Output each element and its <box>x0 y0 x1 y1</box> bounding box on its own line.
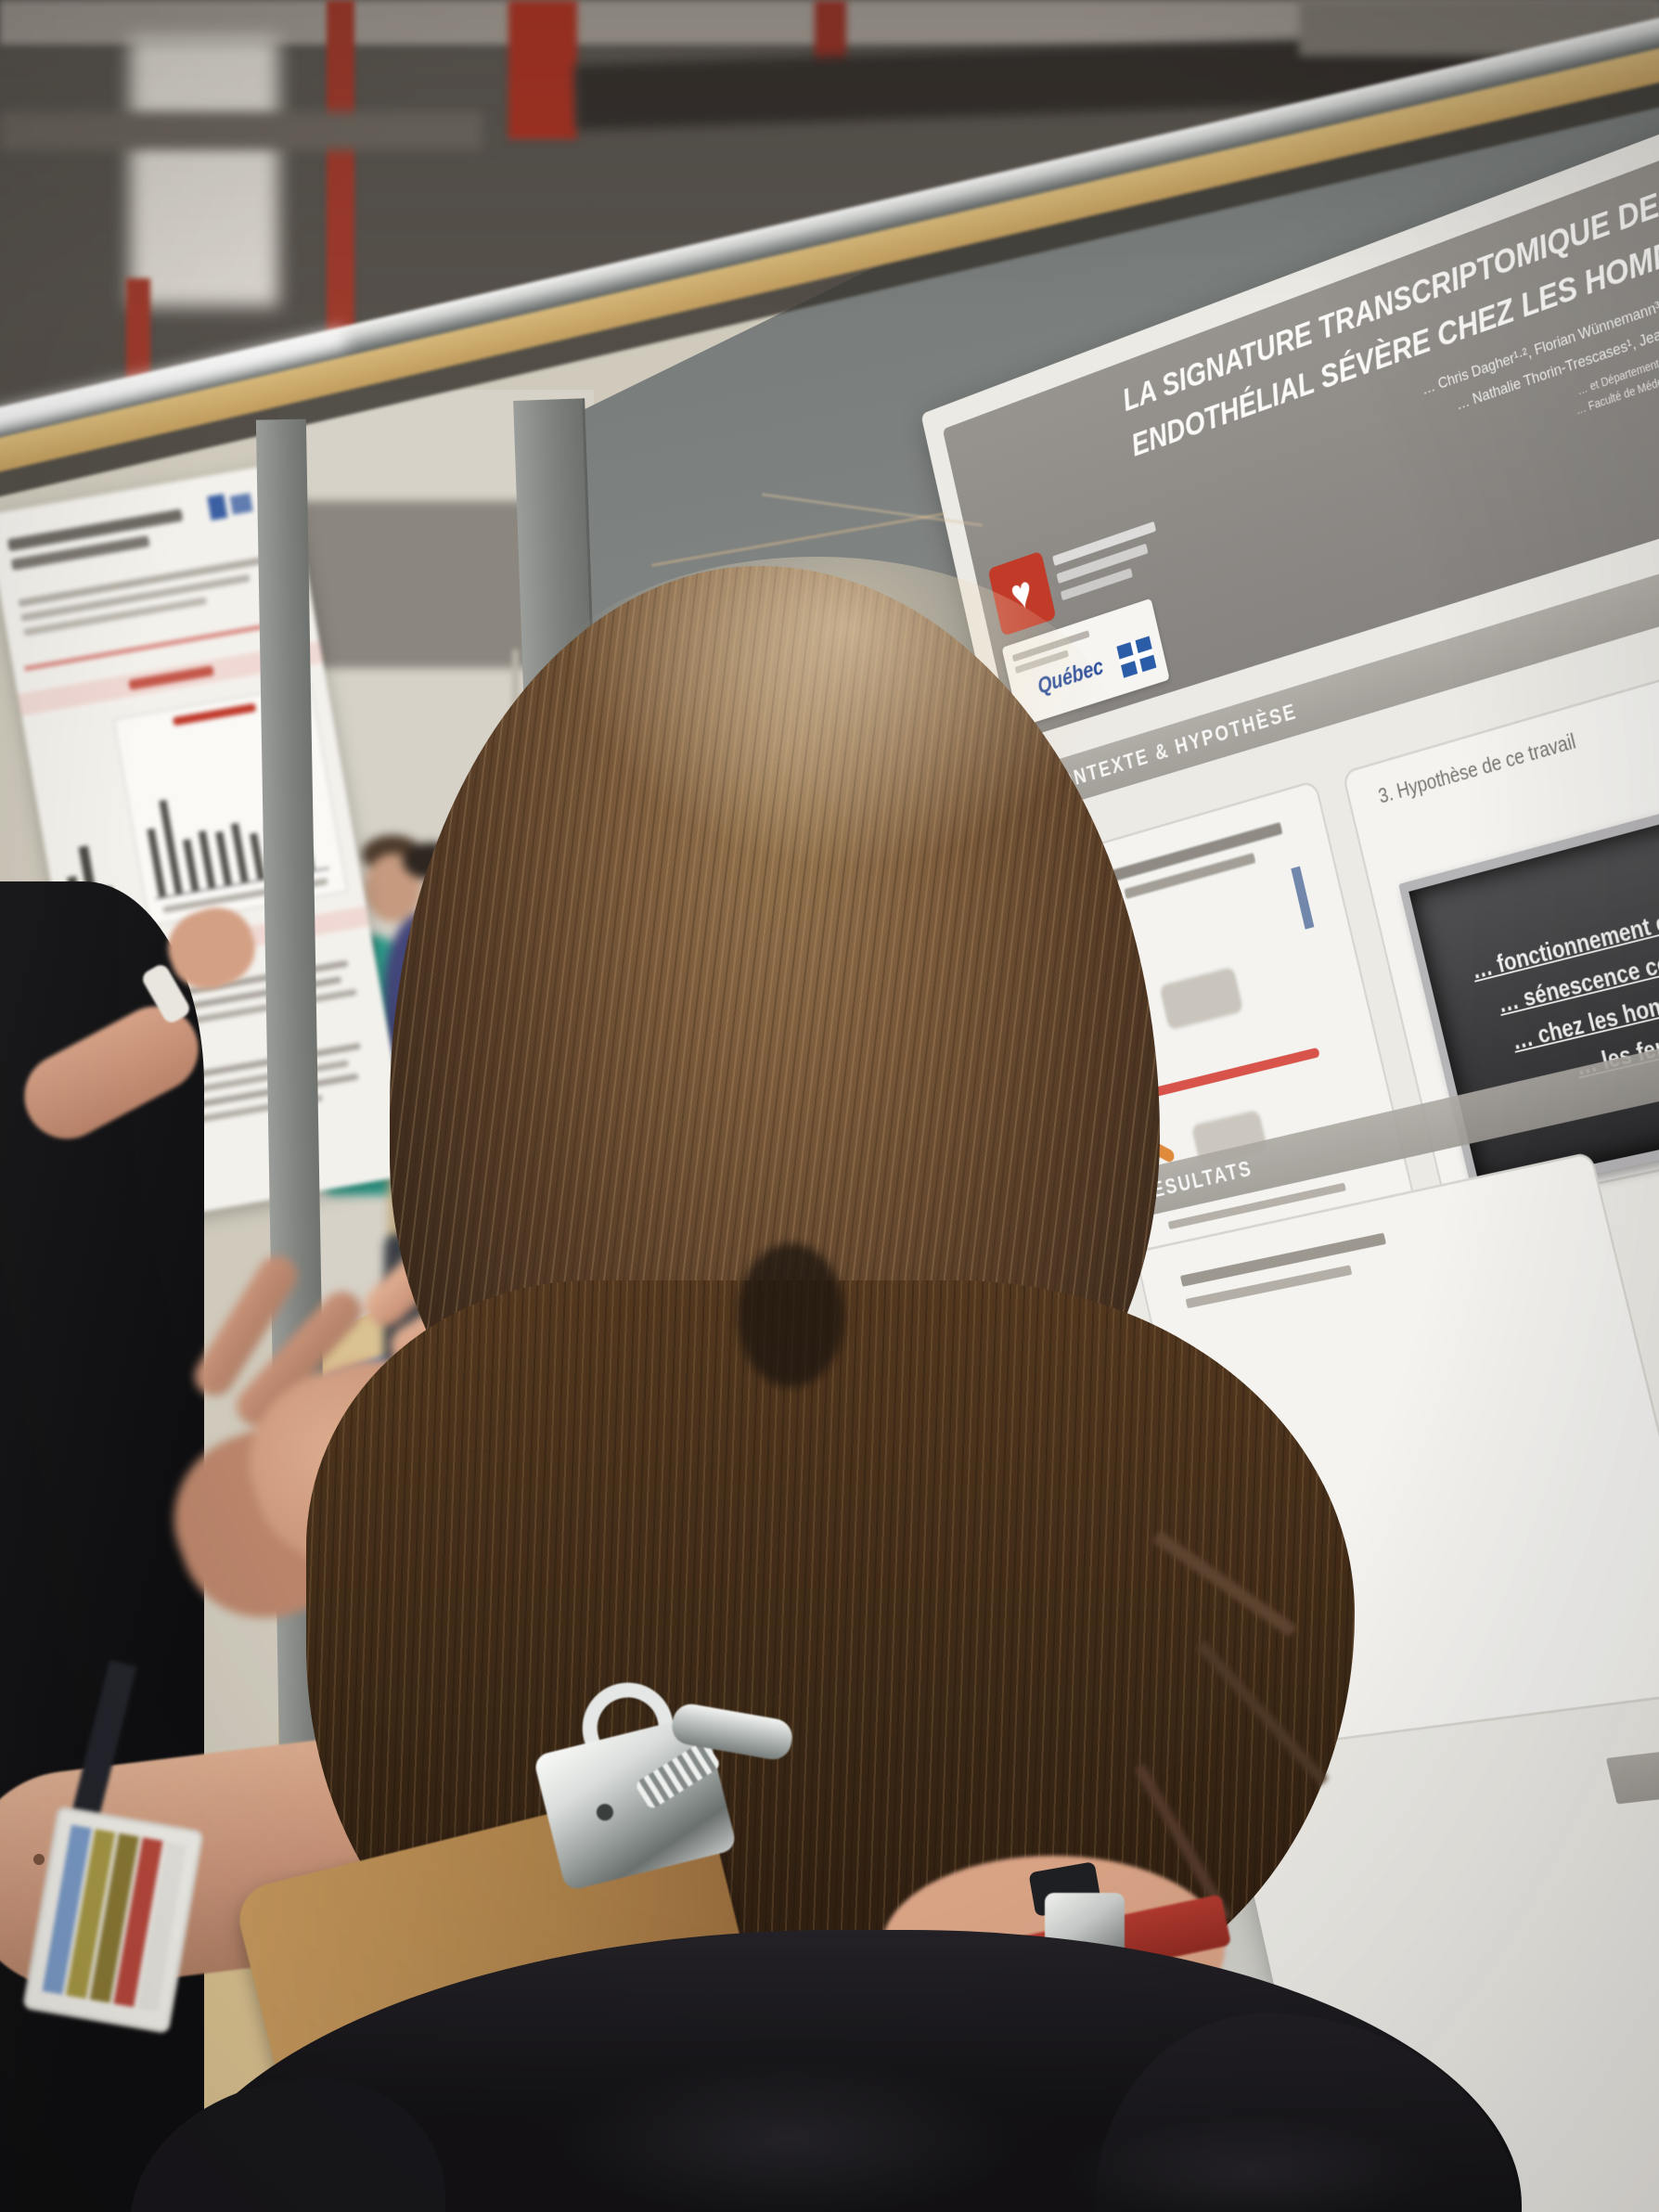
hair-crown-highlight <box>520 557 1113 909</box>
hair-dark-patch <box>738 1243 844 1387</box>
paper-logo-heart-icon <box>482 2026 531 2074</box>
lanyard-silver-clasp <box>1045 1893 1125 1982</box>
hair-flyaway-strand <box>761 493 984 527</box>
ceiling-dark-beam <box>0 111 482 150</box>
ceiling-bright-structure <box>130 37 278 306</box>
red-duct <box>508 0 577 139</box>
